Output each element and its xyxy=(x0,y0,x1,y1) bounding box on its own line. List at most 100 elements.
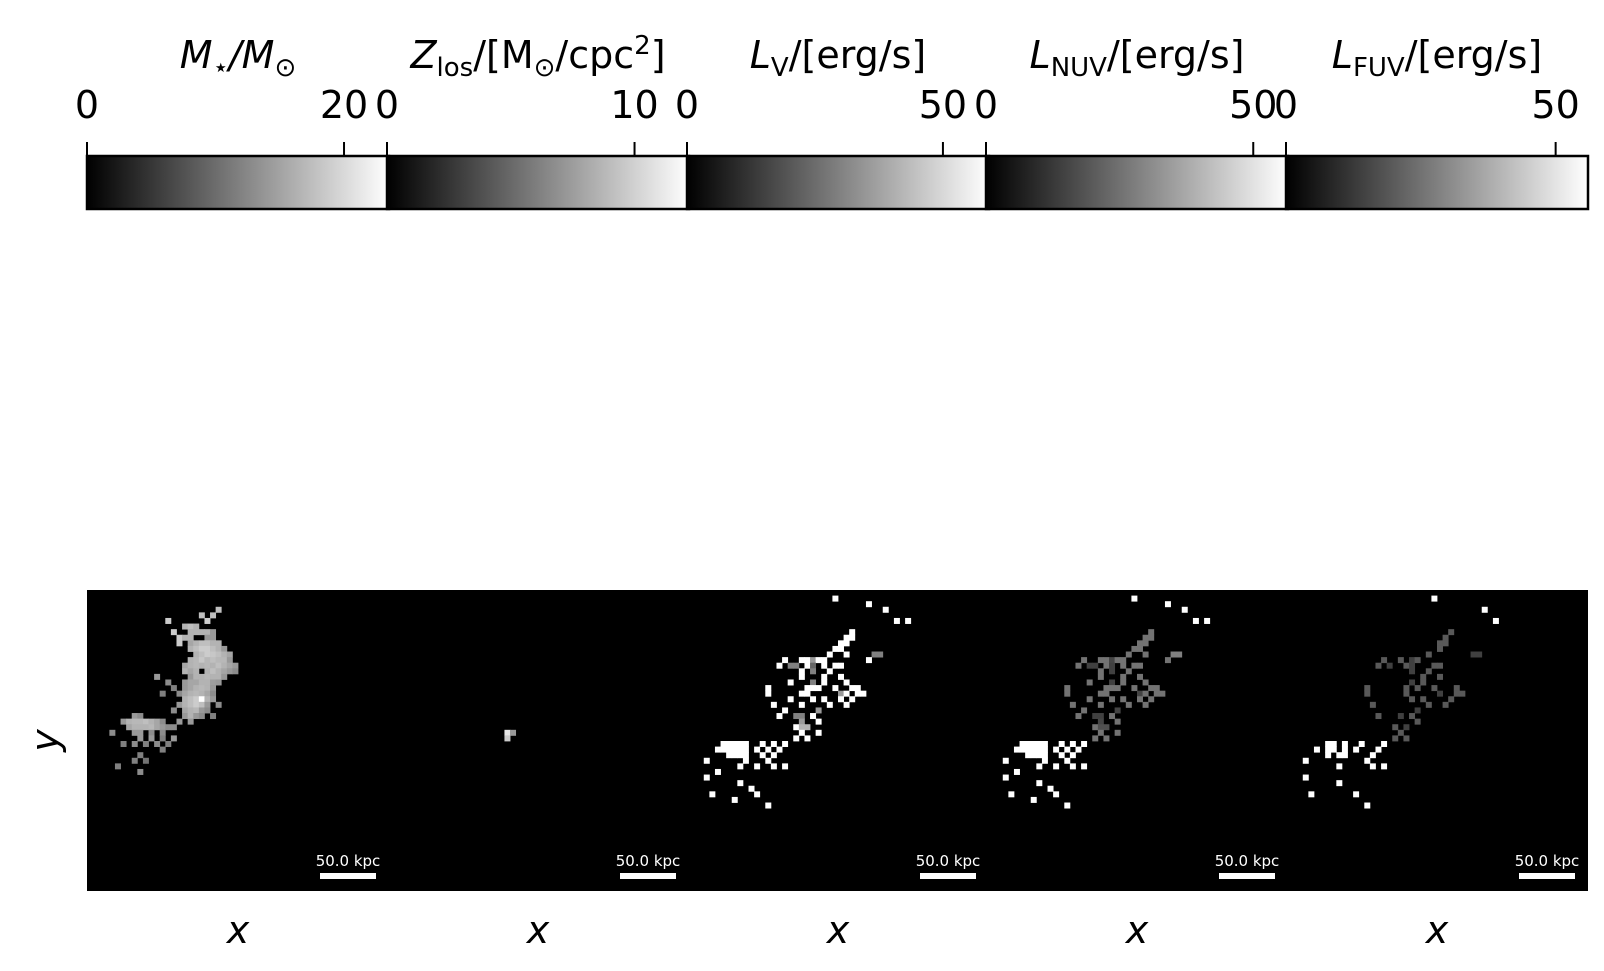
pixel xyxy=(1204,617,1211,624)
pixel xyxy=(198,707,205,714)
pixel xyxy=(1431,662,1438,669)
pixel xyxy=(1353,746,1360,753)
pixel xyxy=(226,668,233,675)
scalebar xyxy=(920,873,976,879)
pixel xyxy=(193,690,200,697)
pixel xyxy=(1097,690,1104,697)
pixel xyxy=(782,657,789,664)
pixel xyxy=(1137,645,1143,652)
image-background xyxy=(87,590,389,891)
pixel xyxy=(1075,662,1082,669)
pixel xyxy=(804,735,811,742)
pixel xyxy=(765,746,772,753)
pixel xyxy=(821,673,828,680)
pixel xyxy=(815,729,822,736)
pixel xyxy=(1403,724,1410,731)
pixel xyxy=(1120,673,1127,680)
pixel xyxy=(1097,724,1104,731)
pixel xyxy=(1420,673,1427,680)
pixel xyxy=(1103,685,1110,692)
pixel xyxy=(1375,662,1382,669)
pixel xyxy=(703,774,710,781)
pixel xyxy=(843,701,850,708)
pixel xyxy=(1164,657,1171,664)
pixel xyxy=(142,757,149,764)
pixel xyxy=(1058,741,1065,747)
pixel xyxy=(1125,651,1132,658)
pixel xyxy=(821,696,828,703)
pixel xyxy=(137,724,144,731)
pixel xyxy=(182,662,189,669)
x-axis-label: x xyxy=(526,908,550,952)
pixel xyxy=(159,690,166,697)
pixel xyxy=(782,707,789,714)
pixel xyxy=(182,668,189,675)
pixel xyxy=(204,645,211,652)
pixel xyxy=(137,713,144,720)
pixel xyxy=(198,696,205,703)
pixel xyxy=(187,640,194,647)
pixel xyxy=(893,617,900,624)
pixel xyxy=(1381,741,1388,747)
pixel xyxy=(1437,673,1443,680)
pixel xyxy=(1476,651,1483,658)
colorbar-tick-label: 0 xyxy=(375,83,399,127)
pixel xyxy=(1081,741,1088,747)
pixel xyxy=(221,668,228,675)
pixel xyxy=(187,685,194,692)
pixel xyxy=(1103,690,1110,697)
colorbar-tick-label: 50 xyxy=(1229,83,1277,127)
pixel xyxy=(1086,696,1093,703)
pixel xyxy=(1019,746,1026,753)
image-background xyxy=(387,590,689,891)
pixel xyxy=(170,685,177,692)
pixel xyxy=(1369,701,1376,708)
pixel xyxy=(142,741,149,747)
pixel xyxy=(1409,679,1416,686)
pixel xyxy=(1181,606,1188,613)
pixel xyxy=(1097,668,1104,675)
pixel xyxy=(1103,735,1110,742)
panel-3: LV/[erg/s] 0 50 50.0 kpc x xyxy=(675,33,991,952)
pixel xyxy=(215,662,222,669)
pixel xyxy=(810,696,817,703)
pixel xyxy=(810,657,817,664)
pixel xyxy=(1114,718,1121,725)
pixel xyxy=(170,707,177,714)
pixel xyxy=(1019,741,1026,747)
pixel xyxy=(182,623,189,630)
pixel xyxy=(1069,741,1076,747)
pixel xyxy=(737,752,744,759)
pixel xyxy=(1125,701,1132,708)
pixel xyxy=(182,690,189,697)
pixel xyxy=(1041,757,1048,764)
pixel xyxy=(204,657,211,664)
pixel xyxy=(1092,724,1099,731)
pixel xyxy=(748,785,755,792)
pixel xyxy=(187,645,194,652)
pixel xyxy=(1420,679,1427,686)
pixel xyxy=(1381,657,1388,664)
pixel xyxy=(1081,707,1088,714)
pixel xyxy=(770,752,777,759)
pixel xyxy=(1336,752,1343,759)
pixel xyxy=(187,679,194,686)
pixel xyxy=(1036,746,1043,753)
pixel xyxy=(1109,662,1116,669)
pixel xyxy=(1109,657,1116,664)
scalebar-label: 50.0 kpc xyxy=(616,852,681,870)
pixel xyxy=(1481,606,1488,613)
pixel xyxy=(1120,657,1127,664)
pixel xyxy=(849,685,856,692)
pixel xyxy=(838,662,844,669)
pixel xyxy=(804,657,811,664)
pixel xyxy=(182,713,189,720)
pixel xyxy=(165,741,172,747)
pixel xyxy=(198,657,205,664)
pixel xyxy=(221,673,228,680)
image-pixels xyxy=(504,729,517,742)
pixel xyxy=(726,752,733,759)
pixel xyxy=(1414,685,1421,692)
pixel xyxy=(1414,718,1421,725)
